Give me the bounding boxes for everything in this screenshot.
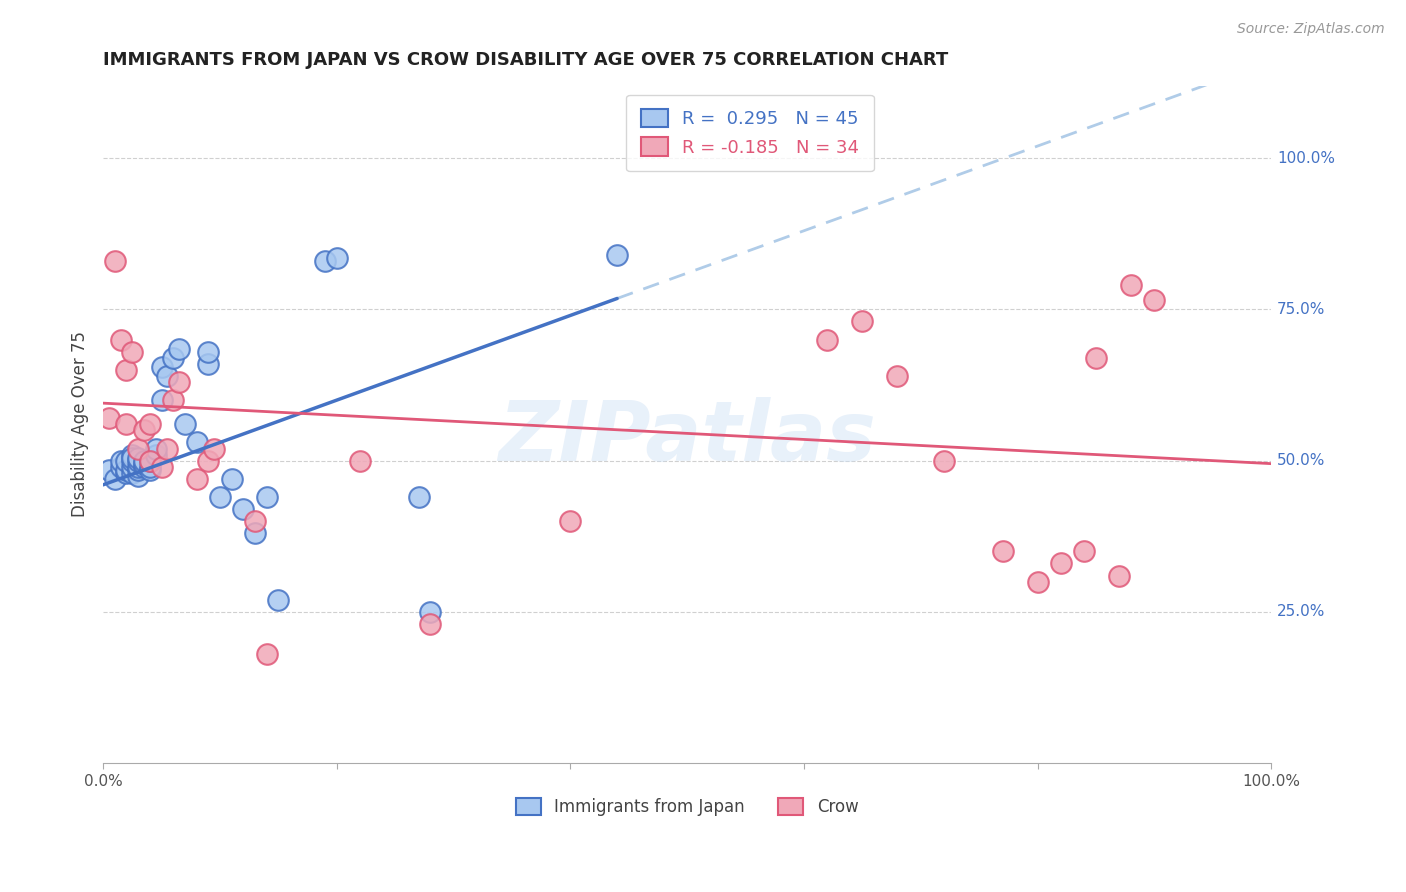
- Point: [419, 605, 441, 619]
- Point: [197, 344, 219, 359]
- Point: [121, 450, 143, 465]
- Point: [256, 490, 278, 504]
- Point: [156, 368, 179, 383]
- Point: [104, 254, 127, 268]
- Point: [145, 442, 167, 456]
- Text: 100.0%: 100.0%: [1277, 151, 1336, 166]
- Point: [232, 502, 254, 516]
- Legend: Immigrants from Japan, Crow: Immigrants from Japan, Crow: [509, 791, 865, 822]
- Point: [139, 453, 162, 467]
- Point: [162, 351, 184, 365]
- Point: [145, 448, 167, 462]
- Point: [886, 368, 908, 383]
- Point: [115, 466, 138, 480]
- Point: [174, 417, 197, 432]
- Point: [1121, 278, 1143, 293]
- Point: [121, 453, 143, 467]
- Point: [419, 617, 441, 632]
- Point: [139, 453, 162, 467]
- Point: [815, 333, 838, 347]
- Point: [121, 448, 143, 462]
- Text: 75.0%: 75.0%: [1277, 301, 1326, 317]
- Point: [115, 463, 138, 477]
- Point: [1026, 574, 1049, 589]
- Point: [202, 442, 225, 456]
- Point: [139, 463, 162, 477]
- Point: [197, 453, 219, 467]
- Point: [186, 435, 208, 450]
- Point: [139, 417, 162, 432]
- Point: [150, 393, 173, 408]
- Point: [851, 314, 873, 328]
- Point: [243, 514, 266, 528]
- Point: [150, 459, 173, 474]
- Point: [110, 459, 132, 474]
- Point: [1085, 351, 1108, 365]
- Point: [314, 254, 336, 268]
- Point: [115, 453, 138, 467]
- Point: [150, 359, 173, 374]
- Point: [156, 442, 179, 456]
- Point: [162, 393, 184, 408]
- Point: [934, 453, 956, 467]
- Point: [132, 457, 155, 471]
- Point: [197, 357, 219, 371]
- Point: [1050, 557, 1073, 571]
- Point: [115, 417, 138, 432]
- Point: [349, 453, 371, 467]
- Point: [127, 459, 149, 474]
- Point: [326, 251, 349, 265]
- Point: [186, 472, 208, 486]
- Point: [267, 592, 290, 607]
- Text: IMMIGRANTS FROM JAPAN VS CROW DISABILITY AGE OVER 75 CORRELATION CHART: IMMIGRANTS FROM JAPAN VS CROW DISABILITY…: [103, 51, 949, 69]
- Point: [98, 463, 121, 477]
- Point: [110, 453, 132, 467]
- Point: [139, 459, 162, 474]
- Point: [1108, 568, 1130, 582]
- Point: [1073, 544, 1095, 558]
- Point: [132, 423, 155, 437]
- Point: [127, 468, 149, 483]
- Text: 50.0%: 50.0%: [1277, 453, 1326, 468]
- Point: [127, 453, 149, 467]
- Point: [606, 248, 628, 262]
- Point: [98, 411, 121, 425]
- Point: [408, 490, 430, 504]
- Point: [221, 472, 243, 486]
- Point: [121, 466, 143, 480]
- Point: [167, 342, 190, 356]
- Text: 25.0%: 25.0%: [1277, 605, 1326, 619]
- Text: Source: ZipAtlas.com: Source: ZipAtlas.com: [1237, 22, 1385, 37]
- Point: [208, 490, 231, 504]
- Point: [991, 544, 1014, 558]
- Point: [104, 472, 127, 486]
- Point: [243, 526, 266, 541]
- Point: [121, 344, 143, 359]
- Point: [115, 363, 138, 377]
- Point: [127, 442, 149, 456]
- Point: [127, 450, 149, 465]
- Y-axis label: Disability Age Over 75: Disability Age Over 75: [72, 331, 89, 517]
- Point: [127, 463, 149, 477]
- Point: [132, 459, 155, 474]
- Point: [256, 647, 278, 661]
- Point: [132, 453, 155, 467]
- Text: ZIPatlas: ZIPatlas: [498, 397, 876, 478]
- Point: [560, 514, 582, 528]
- Point: [121, 459, 143, 474]
- Point: [167, 375, 190, 389]
- Point: [110, 333, 132, 347]
- Point: [1143, 293, 1166, 308]
